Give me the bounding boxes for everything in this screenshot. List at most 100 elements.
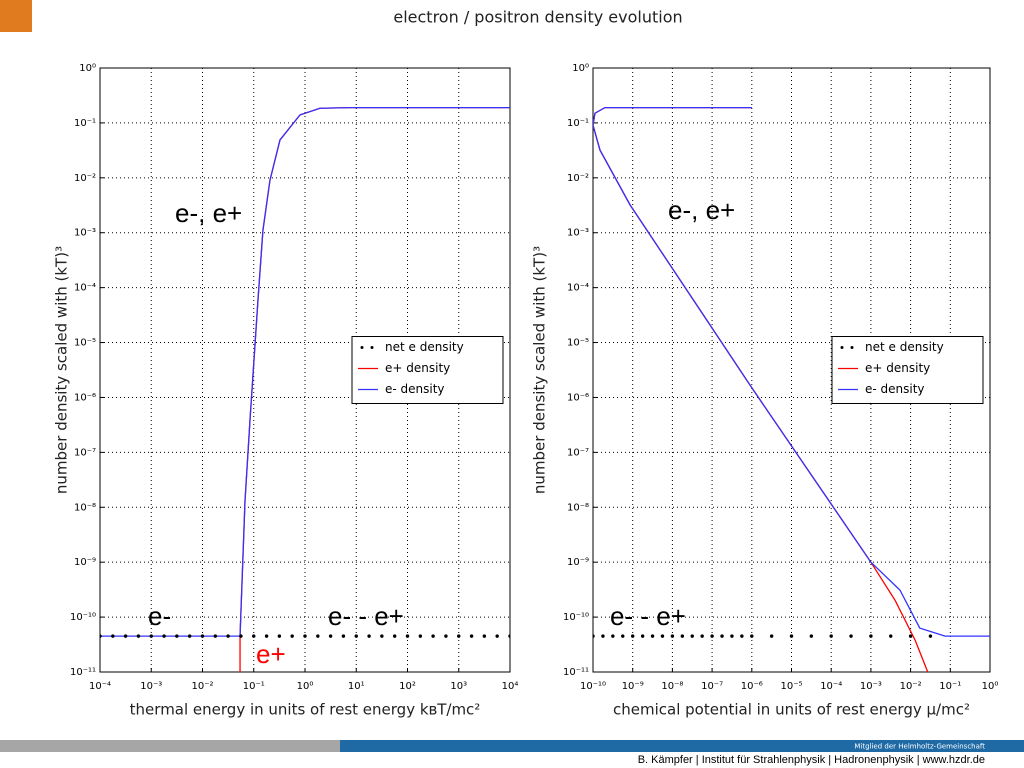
legend-label: e+ density bbox=[385, 361, 450, 375]
data-point bbox=[908, 634, 913, 638]
plot-frame bbox=[99, 67, 511, 673]
data-point bbox=[187, 634, 192, 638]
data-point bbox=[680, 634, 685, 638]
y-tick-label: 10⁻⁸ bbox=[567, 502, 589, 513]
footer-credit: B. Kämpfer | Institut für Strahlenphysik… bbox=[638, 754, 985, 766]
series-group bbox=[593, 106, 990, 672]
data-point bbox=[670, 634, 675, 638]
x-tick-label: 10⁻⁹ bbox=[622, 681, 644, 692]
data-point bbox=[789, 634, 794, 638]
data-point bbox=[730, 634, 734, 638]
data-point bbox=[869, 634, 873, 638]
data-point bbox=[277, 634, 282, 638]
data-point bbox=[136, 634, 141, 638]
data-point bbox=[769, 634, 774, 638]
x-tick-label: 10⁻⁴ bbox=[820, 681, 842, 692]
data-point bbox=[392, 634, 397, 638]
footer-grey-bar bbox=[0, 740, 340, 752]
y-tick-label: 10⁻³ bbox=[567, 228, 589, 239]
data-point bbox=[328, 634, 333, 638]
x-tick-label: 10⁻² bbox=[191, 681, 213, 692]
data-point bbox=[290, 634, 294, 638]
data-line bbox=[239, 106, 510, 672]
y-tick-label: 10⁻⁶ bbox=[567, 392, 589, 403]
data-point bbox=[303, 634, 307, 638]
data-point bbox=[700, 634, 704, 638]
data-point bbox=[750, 634, 754, 638]
data-point bbox=[239, 634, 243, 638]
data-point bbox=[720, 634, 724, 638]
data-point bbox=[889, 634, 893, 638]
logo-square bbox=[0, 0, 32, 32]
y-tick-label: 10⁻⁹ bbox=[567, 557, 589, 568]
data-point bbox=[482, 634, 487, 638]
data-point bbox=[631, 634, 635, 638]
legend-box bbox=[831, 336, 984, 404]
data-point bbox=[213, 634, 218, 638]
x-axis-label: thermal energy in units of rest energy k… bbox=[130, 701, 481, 719]
y-tick-label: 10⁻⁴ bbox=[74, 283, 96, 294]
data-point bbox=[175, 634, 179, 638]
data-point bbox=[111, 634, 115, 638]
y-tick-label: 10⁻¹ bbox=[567, 118, 589, 129]
x-tick-label: 10⁻² bbox=[900, 681, 922, 692]
y-tick-label: 10⁻² bbox=[74, 173, 96, 184]
data-point bbox=[621, 634, 625, 638]
legend-swatch bbox=[840, 346, 844, 349]
data-point bbox=[444, 634, 448, 638]
legend-swatch bbox=[360, 346, 364, 349]
series-group bbox=[100, 106, 510, 672]
y-tick-label: 10⁻¹¹ bbox=[563, 667, 589, 678]
data-point bbox=[593, 634, 595, 638]
data-point bbox=[162, 634, 166, 638]
y-tick-label: 10⁻⁵ bbox=[74, 338, 96, 349]
data-point bbox=[710, 634, 714, 638]
x-tick-label: 10⁻⁵ bbox=[780, 681, 802, 692]
x-tick-label: 10⁻¹⁰ bbox=[580, 681, 606, 692]
legend-label: e+ density bbox=[865, 361, 930, 375]
slide-title: electron / positron density evolution bbox=[393, 8, 682, 27]
y-tick-label: 10⁻⁵ bbox=[567, 338, 589, 349]
data-point bbox=[928, 634, 933, 638]
data-point bbox=[611, 634, 615, 638]
legend-label: net e density bbox=[865, 340, 944, 354]
legend-label: e- density bbox=[865, 382, 925, 396]
y-tick-label: 10⁻¹ bbox=[74, 118, 96, 129]
legend-label: net e density bbox=[385, 340, 464, 354]
legend-swatch bbox=[850, 346, 854, 349]
data-point bbox=[469, 634, 474, 638]
y-tick-label: 10⁰ bbox=[79, 63, 96, 74]
plot-frame bbox=[592, 67, 991, 673]
data-point bbox=[100, 634, 102, 638]
data-point bbox=[829, 634, 833, 638]
data-point bbox=[252, 634, 256, 638]
x-tick-label: 10⁻⁷ bbox=[701, 681, 723, 692]
data-point bbox=[316, 634, 320, 638]
y-tick-label: 10⁻⁷ bbox=[567, 447, 589, 458]
annotation: e- - e+ bbox=[610, 601, 686, 631]
footer-tag: Mitglied der Helmholtz-Gemeinschaft bbox=[854, 743, 985, 751]
annotation: e-, e+ bbox=[175, 198, 242, 228]
annotation: e- bbox=[148, 601, 171, 631]
y-axis-label: number density scaled with (kT)³ bbox=[531, 246, 549, 494]
data-point bbox=[457, 634, 461, 638]
data-point bbox=[495, 634, 499, 638]
y-tick-label: 10⁻⁴ bbox=[567, 283, 589, 294]
x-tick-label: 10⁻⁴ bbox=[89, 681, 111, 692]
x-tick-label: 10⁰ bbox=[297, 681, 314, 692]
data-point bbox=[367, 634, 371, 638]
y-tick-label: 10⁻² bbox=[567, 173, 589, 184]
legend-box bbox=[351, 336, 504, 404]
y-tick-label: 10⁻⁶ bbox=[74, 392, 96, 403]
data-point bbox=[226, 634, 230, 638]
y-tick-label: 10⁻³ bbox=[74, 228, 96, 239]
y-tick-label: 10⁻⁹ bbox=[74, 557, 96, 568]
y-tick-label: 10⁻⁷ bbox=[74, 447, 96, 458]
x-tick-label: 10⁻¹ bbox=[939, 681, 961, 692]
data-line bbox=[100, 106, 510, 637]
x-tick-label: 10³ bbox=[450, 681, 467, 692]
x-tick-label: 10⁴ bbox=[502, 681, 519, 692]
data-point bbox=[341, 634, 346, 638]
